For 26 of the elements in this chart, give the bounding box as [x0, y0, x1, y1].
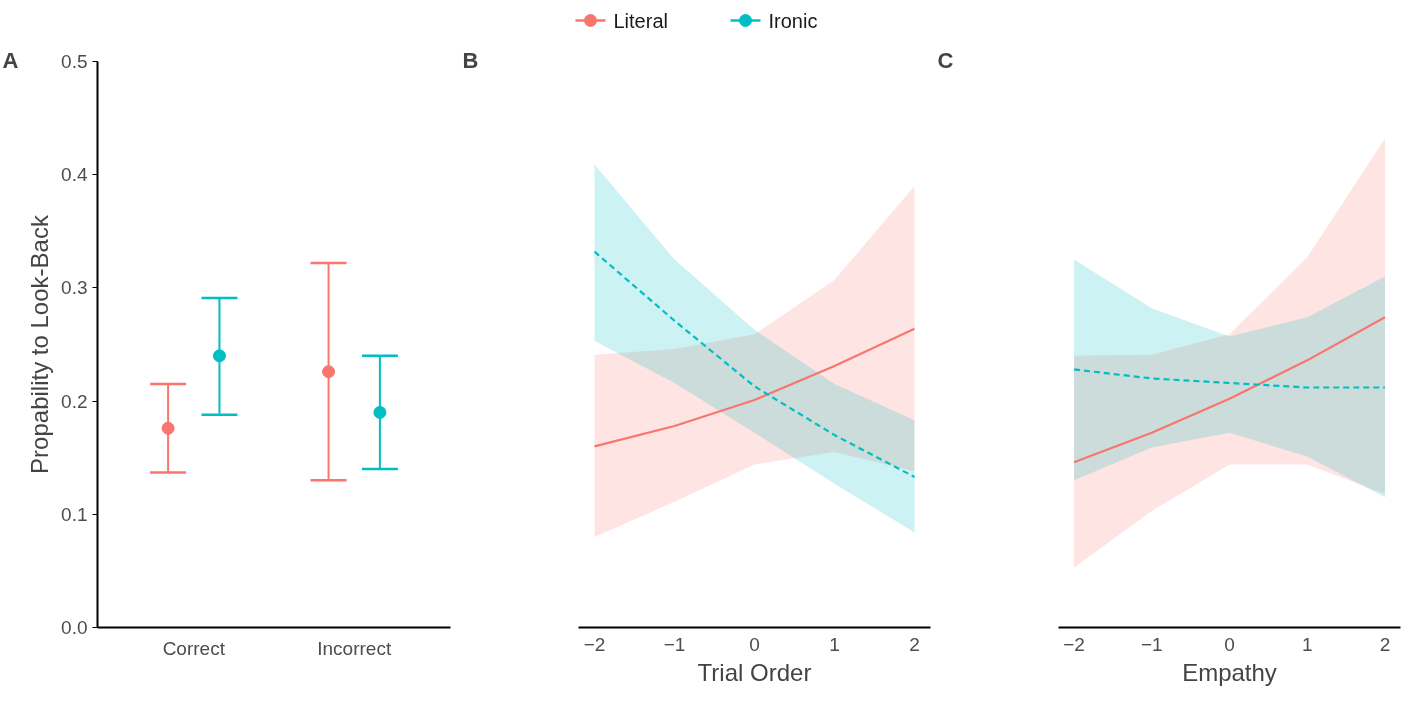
y-axis-title: Propability to Look-Back: [26, 214, 54, 474]
x-tick-label: −1: [1140, 633, 1163, 655]
chart-title: A: [2, 47, 19, 73]
x-tick-label: 1: [1301, 633, 1313, 655]
x-axis-title: Empathy: [1182, 658, 1277, 686]
x-axis-title: Trial Order: [697, 658, 812, 686]
chart-title: C: [937, 47, 954, 73]
x-tick-label: 0: [1224, 633, 1235, 655]
y-tick-label: 0.4: [61, 164, 88, 186]
y-tick-label: 0.1: [61, 503, 88, 525]
y-tick-label: 0.0: [61, 617, 88, 638]
legend-label: Ironic: [768, 9, 818, 32]
x-tick-label: 2: [909, 633, 920, 655]
x-tick-label: −2: [583, 633, 606, 655]
x-tick-label: −1: [663, 633, 686, 655]
x-tick-label: 0: [749, 633, 760, 655]
legend-label: Literal: [613, 9, 668, 32]
x-tick-label: Correct: [162, 637, 226, 659]
y-tick-label: 0.3: [61, 277, 88, 299]
y-tick-label: 0.2: [61, 390, 88, 412]
x-tick-label: −2: [1063, 633, 1085, 655]
x-tick-label: Incorrect: [317, 637, 392, 659]
y-tick-label: 0.5: [61, 51, 88, 72]
x-tick-label: 2: [1379, 633, 1391, 655]
x-tick-label: 1: [829, 633, 840, 655]
chart-title: B: [462, 47, 479, 73]
